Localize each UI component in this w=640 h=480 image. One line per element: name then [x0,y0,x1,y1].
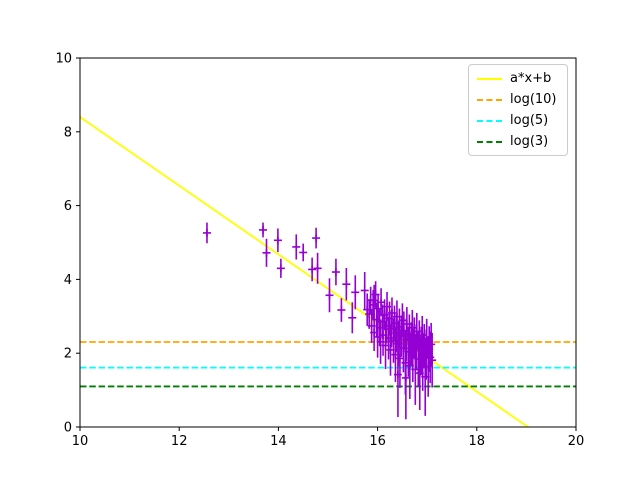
data-point [342,267,351,301]
data-point [325,278,334,313]
legend-label-log5: log(5) [510,113,549,128]
legend-label-log10: log(10) [510,92,557,107]
x-tick-label: 18 [469,434,486,449]
legend-label-log3: log(3) [510,134,549,149]
legend-line-sample-log3 [477,140,502,143]
data-point [377,288,386,317]
data-point [427,322,436,366]
data-point [331,258,340,286]
y-tick-label: 4 [64,273,72,288]
legend-entry-log5: log(5) [477,112,559,129]
data-point [262,238,271,267]
y-tick-label: 0 [64,421,72,436]
legend-line-sample-fit [477,77,502,80]
data-point [398,303,407,338]
data-point [313,252,322,284]
legend-line-sample-log5 [477,119,502,122]
data-point [202,222,211,244]
errorbar-series [202,222,437,420]
legend: a*x+b log(10) log(5) log(3) [468,64,568,156]
legend-entry-fit-line: a*x+b [477,70,559,87]
data-point [292,234,301,260]
y-tick-label: 8 [64,125,72,140]
x-tick-label: 16 [369,434,386,449]
x-tick-label: 14 [270,434,287,449]
axes-frame [79,57,577,428]
x-tick-label: 12 [171,434,188,449]
fit-line [80,116,530,427]
data-point [308,257,317,282]
y-tick-label: 6 [64,199,72,214]
data-point [428,332,437,388]
plot-area [80,116,576,427]
data-point [273,228,282,253]
data-point [395,328,404,388]
legend-line-sample-log10 [477,98,502,101]
data-point [312,227,321,249]
data-point [351,275,360,310]
data-point [299,243,308,262]
data-point [259,222,268,238]
data-point [337,298,346,322]
data-point [348,302,357,334]
legend-entry-log10: log(10) [477,91,559,108]
data-point [360,272,369,309]
legend-entry-log3: log(3) [477,133,559,150]
legend-label-fit: a*x+b [510,71,552,86]
y-tick-label: 10 [55,52,72,67]
y-tick-label: 2 [64,347,72,362]
data-point [276,258,285,278]
x-tick-label: 20 [568,434,585,449]
x-tick-label: 10 [72,434,89,449]
